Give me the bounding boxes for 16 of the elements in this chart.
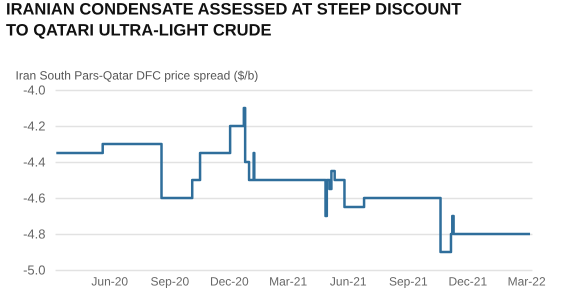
x-tick-label: Sep-21 [389, 274, 428, 288]
x-tick-label: Sep-20 [150, 274, 190, 288]
y-tick-label: -4.0 [23, 82, 46, 98]
y-tick-label: -4.6 [23, 190, 46, 206]
x-tick-label: Jun-21 [330, 274, 367, 288]
x-tick-label: Mar-22 [508, 274, 546, 288]
x-tick-label: Dec-20 [210, 274, 249, 288]
y-tick-label: -4.4 [23, 154, 46, 170]
x-tick-label: Mar-21 [269, 274, 308, 288]
x-tick-label: Jun-20 [91, 274, 128, 288]
y-tick-label: -4.2 [23, 118, 46, 134]
y-axis-title: Iran South Pars-Qatar DFC price spread ($/b) [16, 68, 258, 82]
chart-title: IRANIAN CONDENSATE ASSESSED AT STEEP DISCOUNT TO QATARI ULTRA-LIGHT CRUDE [6, 0, 462, 40]
x-tick-label: Dec-21 [448, 274, 488, 288]
y-tick-label: -4.8 [23, 226, 46, 242]
y-tick-label: -5.0 [23, 262, 46, 278]
